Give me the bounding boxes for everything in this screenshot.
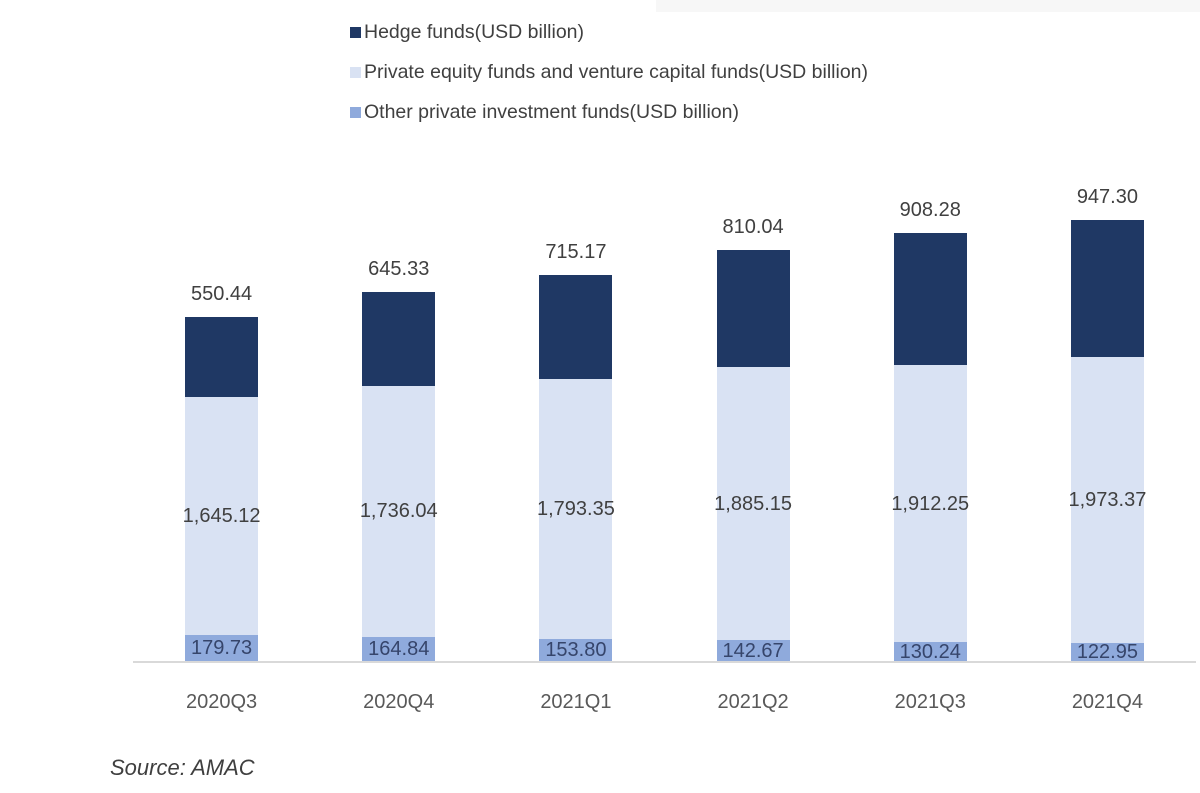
bar-segment-hedge-funds: [362, 292, 436, 386]
chart-legend: Hedge funds(USD billion) Private equity f…: [350, 12, 868, 132]
plot-area: 550.44 1,645.12 179.73 2020Q3 645.33 1,736.04…: [133, 180, 1196, 713]
bar-column: [185, 316, 259, 661]
legend-item: Other private investment funds(USD billi…: [350, 92, 868, 132]
x-axis-label: 2021Q1: [540, 691, 612, 713]
bar-segment-pe-vc-funds: [539, 378, 613, 639]
bar-column: [716, 249, 790, 661]
bar-segment-pe-vc-funds: [893, 365, 967, 643]
bar-segment-hedge-funds: [893, 233, 967, 366]
bar-segment-hedge-funds: [539, 275, 613, 379]
bar-segment-pe-vc-funds: [1070, 357, 1144, 644]
bar-segment-hedge-funds: [1070, 220, 1144, 358]
bar-segment-other-funds: [1070, 643, 1144, 661]
x-axis-label: 2021Q2: [717, 691, 789, 713]
legend-item: Hedge funds(USD billion): [350, 12, 868, 52]
bar-column: [1070, 220, 1144, 661]
bar-column: [362, 292, 436, 661]
legend-label: Private equity funds and venture capital…: [364, 60, 869, 83]
legend-swatch-icon: [350, 66, 361, 78]
legend-label: Hedge funds(USD billion): [364, 20, 585, 43]
value-label-hedge: 715.17: [545, 241, 607, 264]
x-axis-label: 2021Q4: [1071, 691, 1143, 713]
bar-segment-other-funds: [539, 638, 613, 661]
value-label-hedge: 645.33: [368, 258, 430, 281]
x-axis-label: 2021Q3: [894, 691, 966, 713]
bar-segment-pe-vc-funds: [185, 396, 259, 635]
x-axis-label: 2020Q4: [363, 691, 435, 713]
bar-segment-other-funds: [716, 640, 790, 661]
bar-segment-pe-vc-funds: [362, 385, 436, 638]
bar-segment-other-funds: [362, 637, 436, 661]
value-label-hedge: 810.04: [722, 215, 784, 238]
bar-segment-other-funds: [185, 634, 259, 661]
x-axis-label: 2020Q3: [185, 691, 258, 713]
bar-segment-hedge-funds: [185, 316, 259, 397]
bar-column: [539, 275, 613, 661]
bar-segment-pe-vc-funds: [716, 367, 790, 641]
legend-item: Private equity funds and venture capital…: [350, 52, 868, 92]
bar-segment-hedge-funds: [716, 249, 790, 368]
bar-column: [893, 233, 967, 661]
bar-segment-other-funds: [893, 642, 967, 661]
value-label-hedge: 908.28: [899, 199, 961, 222]
legend-swatch-icon: [350, 26, 361, 38]
legend-label: Other private investment funds(USD billi…: [364, 100, 739, 123]
value-label-hedge: 550.44: [190, 282, 253, 305]
top-right-artifact: [656, 0, 1200, 12]
value-label-hedge: 947.30: [1076, 186, 1138, 208]
source-note: Source: AMAC: [110, 755, 255, 780]
legend-swatch-icon: [350, 106, 361, 118]
